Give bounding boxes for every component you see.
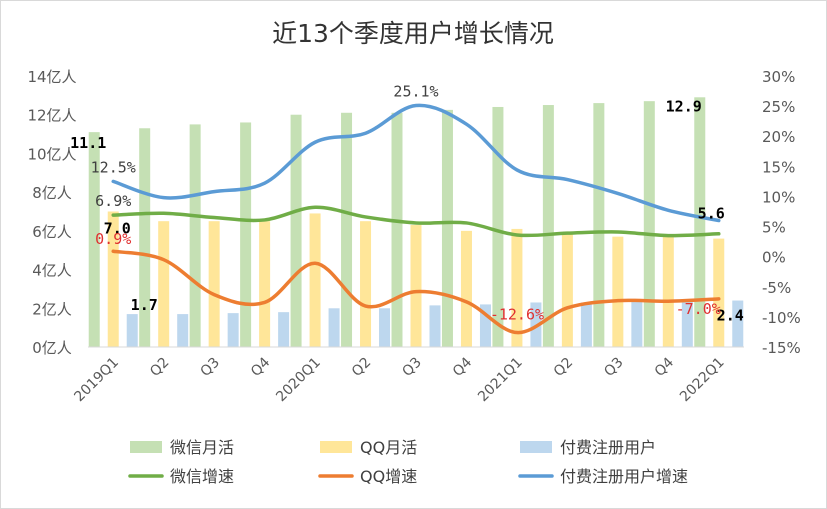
y-right-tick-label: 10% [762,188,795,206]
x-tick-label: 2021Q1 [475,355,526,406]
bar [139,128,151,347]
data-label: 25.1% [393,83,438,101]
bar [410,225,422,347]
bar [460,230,472,347]
x-tick-label: 2022Q1 [677,355,728,406]
data-label: 11.1 [70,134,106,152]
data-label: -12.6% [490,306,544,324]
data-label: 0.9% [95,230,131,248]
y-right-tick-label: 5% [762,219,786,237]
bar [593,103,605,347]
y-left-tick-label: 10亿人 [27,145,76,163]
x-tick-label: Q3 [399,355,424,380]
bar [391,112,403,348]
y-left-tick-label: 12亿人 [27,107,76,125]
bar [88,132,100,347]
data-label: 7.0 [104,220,131,238]
legend-label: 付费注册用户 [560,438,656,457]
legend-label: QQ增速 [360,467,417,486]
x-tick-label: Q2 [349,355,374,380]
bar [681,300,693,347]
bar [379,308,391,347]
x-tick-label: 2019Q1 [71,355,122,406]
legend-label: 微信增速 [170,467,234,486]
y-left-tick-label: 14亿人 [27,68,76,86]
bar [328,308,340,347]
bar [341,112,353,348]
x-tick-label: Q3 [198,355,223,380]
data-label: 5.6 [698,205,725,223]
y-left-tick-label: 8亿人 [32,184,72,202]
bar [177,314,189,347]
y-left-tick-label: 4亿人 [32,262,72,280]
bar [189,124,201,348]
data-label: 1.7 [131,296,158,314]
data-label: 6.9% [95,192,131,210]
bar [126,314,138,347]
bar [479,304,491,347]
bar [713,238,725,347]
bar [158,221,170,347]
x-tick-label: Q4 [652,354,677,379]
y-right-tick-label: 20% [762,128,795,146]
legend-label: 微信月活 [170,438,234,457]
bar [511,228,523,347]
bar [360,221,372,347]
line-series [111,249,721,335]
bar [612,236,624,347]
legend-label: 付费注册用户增速 [560,467,688,486]
line-series [111,205,721,238]
y-right-tick-label: 0% [762,249,786,267]
bar [542,105,554,348]
bar [429,305,441,347]
legend-swatch [320,441,352,453]
data-label: 12.9 [666,97,702,115]
bar [441,109,453,347]
line-series [111,103,721,223]
bar [259,221,271,347]
bar [732,300,744,347]
y-right-tick-label: -10% [762,309,801,327]
x-tick-label: 2020Q1 [273,355,324,406]
x-tick-label: Q2 [147,355,172,380]
legend-swatch [130,441,162,453]
x-tick-label: Q4 [450,354,475,379]
y-left-tick-label: 2亿人 [32,300,72,318]
data-label: 12.5% [91,158,136,176]
legend-swatch [520,441,552,453]
legend-label: QQ月活 [360,438,417,457]
data-label: 2.4 [717,307,744,325]
y-left-tick-label: 6亿人 [32,223,72,241]
bar [643,101,655,348]
y-right-tick-label: -15% [762,339,801,357]
bar [561,232,573,347]
bar [227,313,239,347]
bar [580,302,592,347]
bar [631,300,643,347]
bar [662,236,674,347]
bar [208,221,220,347]
bar [278,312,290,347]
x-tick-label: Q2 [551,355,576,380]
y-right-tick-label: 15% [762,158,795,176]
x-tick-label: Q3 [601,355,626,380]
bar [492,106,504,347]
y-right-tick-label: -5% [762,279,791,297]
plot-area: 14亿人 12亿人 10亿人 8亿人 6亿人 4亿人 2亿人 0亿人 30% 25% 20% 15% 1… [27,68,800,405]
bar [240,122,252,347]
y-right-tick-label: 30% [762,68,795,86]
data-label: -7.0% [676,300,721,318]
y-right-tick-label: 25% [762,98,795,116]
bar [309,213,321,347]
bar [107,211,119,347]
chart-title: 近13个季度用户增长情况 [272,19,554,48]
bar [290,114,302,347]
x-tick-label: Q4 [248,354,273,379]
bar [694,97,706,348]
y-left-tick-label: 0亿人 [32,339,72,357]
